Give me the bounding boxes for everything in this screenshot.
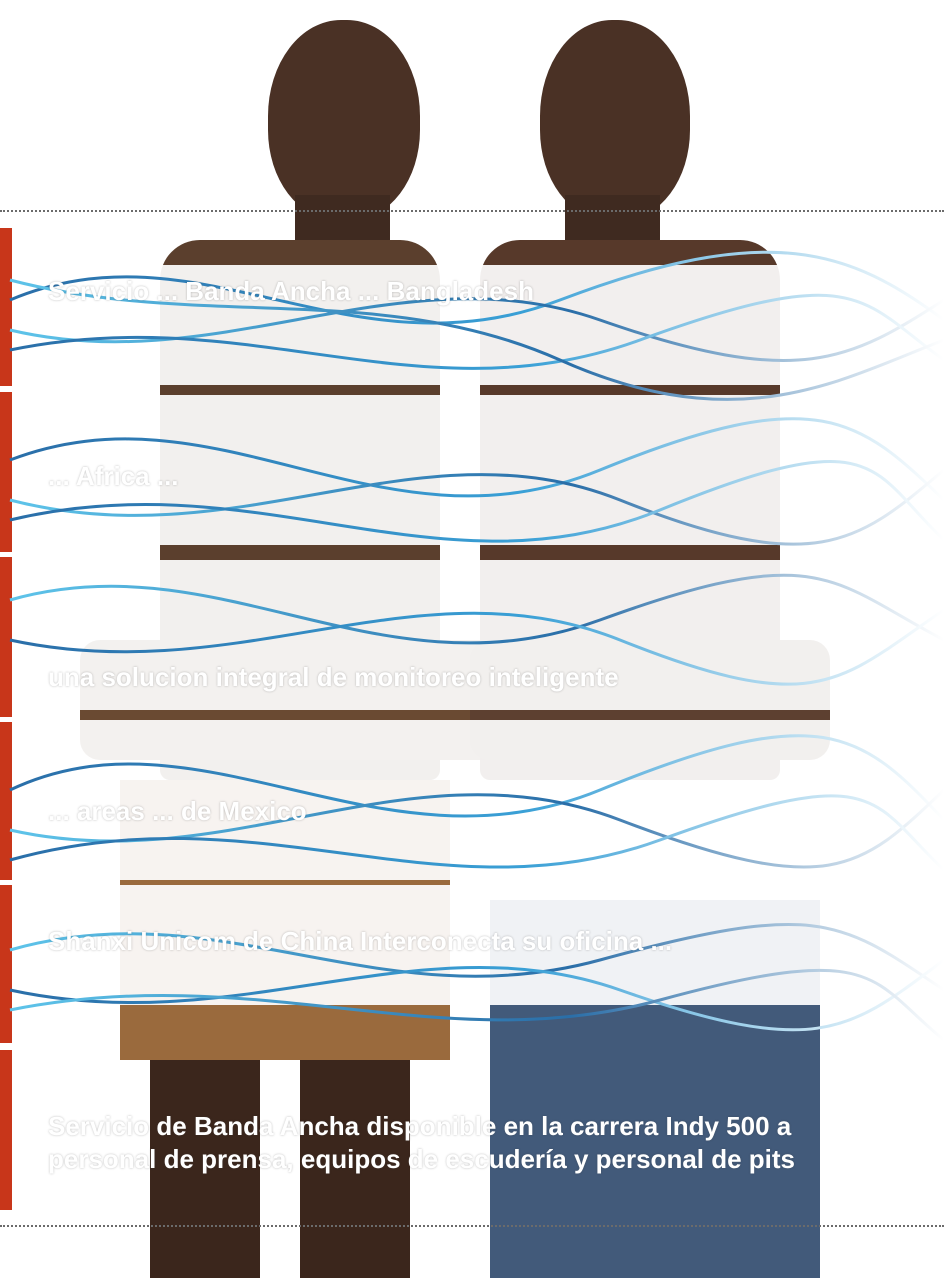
marker-2 xyxy=(0,392,12,552)
news-band-3 xyxy=(0,560,830,710)
marker-4 xyxy=(0,722,12,880)
news-headline-3[interactable]: una solucion integral de monitoreo intel… xyxy=(48,662,619,692)
news-band-1 xyxy=(0,265,944,385)
top-dotted-divider xyxy=(0,210,944,212)
news-headline-4[interactable]: ... areas ... de Mexico xyxy=(48,796,307,826)
marker-5 xyxy=(0,885,12,1043)
news-band-5 xyxy=(0,885,944,1005)
news-headline-5[interactable]: Shanxi Unicom de China Interconecta su o… xyxy=(48,926,673,956)
marker-3 xyxy=(0,557,12,717)
news-headline-1[interactable]: Servicio ... Banda Ancha ... Bangladesh xyxy=(48,276,534,306)
bottom-dotted-divider xyxy=(0,1225,944,1227)
marker-1 xyxy=(0,228,12,386)
marker-6 xyxy=(0,1050,12,1210)
news-headline-6[interactable]: Servicio de Banda Ancha disponible en la… xyxy=(48,1111,796,1174)
news-headline-2[interactable]: ... Africa ... xyxy=(48,461,179,491)
